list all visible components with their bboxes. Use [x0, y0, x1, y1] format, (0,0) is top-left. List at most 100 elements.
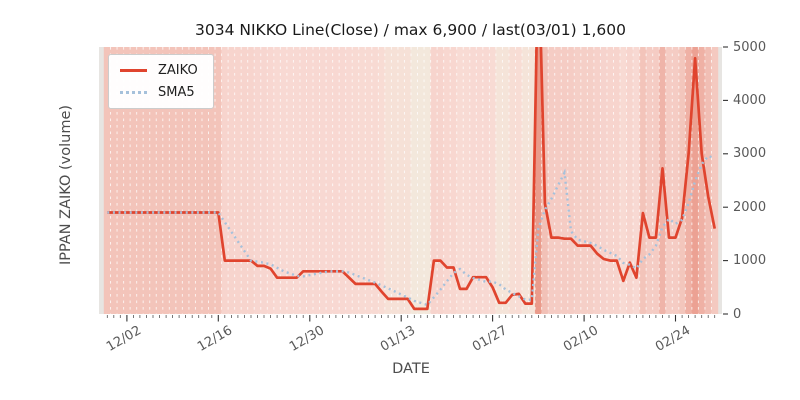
day-heat-band: [521, 47, 529, 314]
day-heat-band: [306, 47, 314, 314]
day-heat-band: [227, 47, 235, 314]
sma5-line: [107, 154, 716, 307]
day-heat-band: [103, 47, 111, 314]
day-heat-band: [156, 47, 163, 314]
day-heat-band: [149, 47, 157, 314]
day-heat-band: [534, 47, 542, 314]
day-heat-band: [508, 47, 516, 314]
day-heat-band: [182, 47, 190, 314]
day-heat-band: [515, 47, 523, 314]
day-heat-band: [567, 47, 575, 314]
y-tick-label: 4000: [733, 92, 767, 108]
day-heat-band: [214, 47, 222, 314]
day-heat-band: [410, 47, 418, 314]
day-heat-band: [319, 47, 327, 314]
y-tick-label: 0: [733, 306, 742, 322]
day-heat-band: [495, 47, 503, 314]
legend-label-zaiko: ZAIKO: [158, 63, 198, 78]
day-heat-band: [613, 47, 621, 314]
day-heat-band: [188, 47, 196, 314]
day-heat-band: [404, 47, 412, 314]
day-gridlines: [110, 47, 712, 314]
day-heat-band: [691, 47, 699, 314]
day-heat-band: [456, 47, 464, 314]
axis-ticks: [106, 46, 728, 322]
day-heat-band: [365, 47, 373, 314]
day-heat-band: [221, 47, 229, 314]
day-heat-band: [273, 47, 281, 314]
day-heat-band: [476, 47, 484, 314]
day-heat-band: [397, 47, 405, 314]
day-heat-band: [600, 47, 608, 314]
x-axis-label: DATE: [392, 361, 430, 377]
day-heat-band: [672, 47, 680, 314]
chart-title: 3034 NIKKO Line(Close) / max 6,900 / las…: [194, 21, 626, 39]
day-heat-band: [110, 47, 118, 314]
day-heat-band: [201, 47, 209, 314]
day-heat-band: [267, 47, 275, 314]
day-heat-band: [678, 47, 686, 314]
day-heat-band: [580, 47, 588, 314]
day-heat-band: [254, 47, 261, 314]
day-heat-band: [443, 47, 451, 314]
day-heat-band: [280, 47, 288, 314]
day-heat-band: [489, 47, 497, 314]
day-heat-band: [162, 47, 170, 314]
day-heat-band: [332, 47, 340, 314]
day-heat-band: [554, 47, 562, 314]
y-tick-label: 5000: [733, 39, 767, 55]
day-heat-band: [632, 47, 640, 314]
y-tick-label: 1000: [733, 253, 767, 269]
sma5-line-swatch: [120, 91, 147, 94]
day-heat-band: [482, 47, 490, 314]
day-heat-band: [116, 47, 124, 314]
day-heat-band: [234, 47, 242, 314]
zaiko-line-swatch: [120, 69, 147, 72]
day-heat-band: [639, 47, 647, 314]
day-heat-band: [698, 47, 706, 314]
y-tick-label: 2000: [733, 199, 767, 215]
day-heat-band: [358, 47, 366, 314]
day-heat-band: [123, 47, 131, 314]
day-heat-band: [175, 47, 183, 314]
day-heat-band: [704, 47, 712, 314]
day-heat-band: [619, 47, 627, 314]
legend-item-sma5: SMA5: [120, 86, 198, 99]
day-heat-band: [391, 47, 399, 314]
day-heat-band: [626, 47, 634, 314]
day-heat-band: [378, 47, 386, 314]
day-heat-band: [528, 47, 536, 314]
day-heat-band: [417, 47, 425, 314]
day-heat-band: [463, 47, 470, 314]
day-heat-band: [136, 47, 144, 314]
day-heat-band: [325, 47, 333, 314]
day-heat-band: [260, 47, 268, 314]
day-heat-band: [469, 47, 477, 314]
day-heat-band: [169, 47, 177, 314]
day-heat-band: [423, 47, 431, 314]
day-heat-band: [208, 47, 216, 314]
day-heat-band: [338, 47, 346, 314]
day-heat-band: [561, 47, 568, 314]
day-heat-band: [352, 47, 359, 314]
day-heat-band: [711, 47, 719, 314]
legend-label-sma5: SMA5: [158, 85, 195, 100]
y-tick-label: 3000: [733, 146, 767, 162]
day-heat-band: [129, 47, 137, 314]
day-heat-band: [436, 47, 444, 314]
day-heat-band: [312, 47, 320, 314]
day-heat-band: [502, 47, 510, 314]
day-heat-band: [645, 47, 653, 314]
day-heat-band: [430, 47, 438, 314]
day-heat-band: [247, 47, 255, 314]
day-heat-band: [142, 47, 150, 314]
day-heat-band: [371, 47, 379, 314]
day-heat-band: [286, 47, 294, 314]
legend-item-zaiko: ZAIKO: [120, 64, 198, 77]
day-heat-band: [547, 47, 555, 314]
legend: ZAIKO SMA5: [108, 54, 214, 109]
day-heat-band: [384, 47, 392, 314]
day-heat-band: [240, 47, 248, 314]
